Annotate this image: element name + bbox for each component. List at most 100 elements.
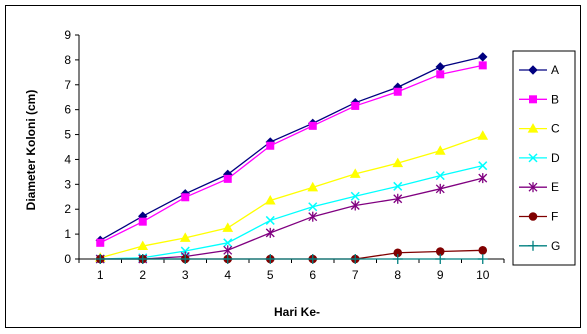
data-point <box>478 245 488 255</box>
series-A <box>95 52 488 246</box>
data-point <box>435 62 445 72</box>
x-tick-label: 9 <box>437 268 444 282</box>
series-E <box>95 173 488 264</box>
legend-item: F <box>519 210 558 224</box>
x-tick-label: 6 <box>309 268 316 282</box>
data-point <box>350 200 360 211</box>
y-tick-label: 9 <box>64 28 71 42</box>
y-tick-labels: 0 1 2 3 4 5 6 7 8 9 <box>64 28 71 266</box>
legend-marker <box>528 153 538 163</box>
y-tick-label: 8 <box>64 53 71 67</box>
series-group <box>94 52 489 264</box>
y-tick-label: 0 <box>64 252 71 266</box>
series-G <box>95 254 488 264</box>
legend-item: A <box>519 63 559 77</box>
x-axis-title: Hari Ke- <box>274 305 320 319</box>
data-point <box>393 193 403 204</box>
legend-marker <box>527 123 539 133</box>
legend-marker <box>529 95 537 104</box>
x-tick-label: 5 <box>267 268 274 282</box>
legend-item: D <box>519 151 560 165</box>
x-tick-label: 3 <box>182 268 189 282</box>
data-point <box>308 211 318 222</box>
data-point <box>477 254 488 264</box>
legend-label: F <box>551 210 558 224</box>
y-tick-label: 5 <box>64 128 71 142</box>
legend-label: B <box>551 92 559 106</box>
data-point <box>350 191 360 201</box>
x-tick-label: 7 <box>352 268 359 282</box>
data-point <box>435 183 445 194</box>
data-point <box>223 174 232 183</box>
data-point <box>349 168 361 178</box>
data-point <box>350 254 361 264</box>
legend-label: G <box>551 239 560 253</box>
legend-label: A <box>551 63 559 77</box>
x-tick-label: 4 <box>224 268 231 282</box>
data-point <box>307 254 318 264</box>
data-point <box>223 238 233 248</box>
data-point <box>179 232 191 242</box>
y-tick-label: 6 <box>64 103 71 117</box>
data-point <box>436 70 445 79</box>
series-line <box>99 56 483 241</box>
y-axis-title: Diameter Koloni (cm) <box>24 90 38 211</box>
y-tick-label: 3 <box>64 177 71 191</box>
legend-marker <box>528 182 538 193</box>
legend-item: B <box>519 92 559 106</box>
data-point <box>308 121 317 130</box>
y-tick-label: 7 <box>64 78 71 92</box>
series-line <box>100 135 483 259</box>
legend-label: E <box>551 180 559 194</box>
series-line <box>99 64 483 244</box>
data-point <box>478 161 488 171</box>
series-line <box>100 177 483 260</box>
data-point <box>223 245 233 256</box>
series-D <box>95 161 488 264</box>
data-point <box>265 227 275 238</box>
data-point <box>137 254 148 264</box>
data-point <box>392 254 403 264</box>
y-tick-label: 2 <box>64 202 71 216</box>
data-point <box>266 141 275 150</box>
legend-item: G <box>519 239 560 253</box>
data-point <box>478 61 487 70</box>
chart-frame: 0 1 2 3 4 5 6 7 8 9 1 2 3 4 5 6 7 8 9 10 Diameter Koloni (… <box>5 5 581 328</box>
data-point <box>180 254 191 264</box>
series-C <box>94 130 489 262</box>
legend-item: E <box>519 180 559 194</box>
x-tick-label: 1 <box>97 268 104 282</box>
data-point <box>477 130 489 140</box>
data-point <box>392 157 404 168</box>
data-point <box>265 254 276 264</box>
data-point <box>137 240 149 251</box>
data-point <box>264 194 276 205</box>
line-chart: 0 1 2 3 4 5 6 7 8 9 1 2 3 4 5 6 7 8 9 10 Diameter Koloni (… <box>24 28 576 319</box>
data-point <box>478 52 488 62</box>
data-point <box>478 173 488 184</box>
data-point <box>307 181 319 192</box>
data-point <box>308 202 318 212</box>
data-point <box>393 87 402 96</box>
series-B <box>96 61 487 247</box>
data-point <box>393 181 403 191</box>
x-tick-label: 2 <box>139 268 146 282</box>
data-point <box>435 171 445 181</box>
data-point <box>222 254 233 264</box>
data-point <box>95 254 106 264</box>
data-point <box>181 193 190 202</box>
series-line <box>100 165 483 260</box>
y-tick-label: 4 <box>64 152 71 166</box>
legend-marker <box>528 212 538 221</box>
data-point <box>351 101 360 110</box>
x-tick-label: 10 <box>476 268 490 282</box>
data-point <box>265 215 275 225</box>
legend: A B C D E F G <box>512 50 576 266</box>
data-point <box>222 222 234 232</box>
legend-label: C <box>551 122 560 136</box>
legend-marker <box>528 240 538 251</box>
legend-label: D <box>551 151 560 165</box>
x-tick-labels: 1 2 3 4 5 6 7 8 9 10 <box>97 268 490 282</box>
data-point <box>96 238 105 247</box>
data-point <box>434 145 446 155</box>
